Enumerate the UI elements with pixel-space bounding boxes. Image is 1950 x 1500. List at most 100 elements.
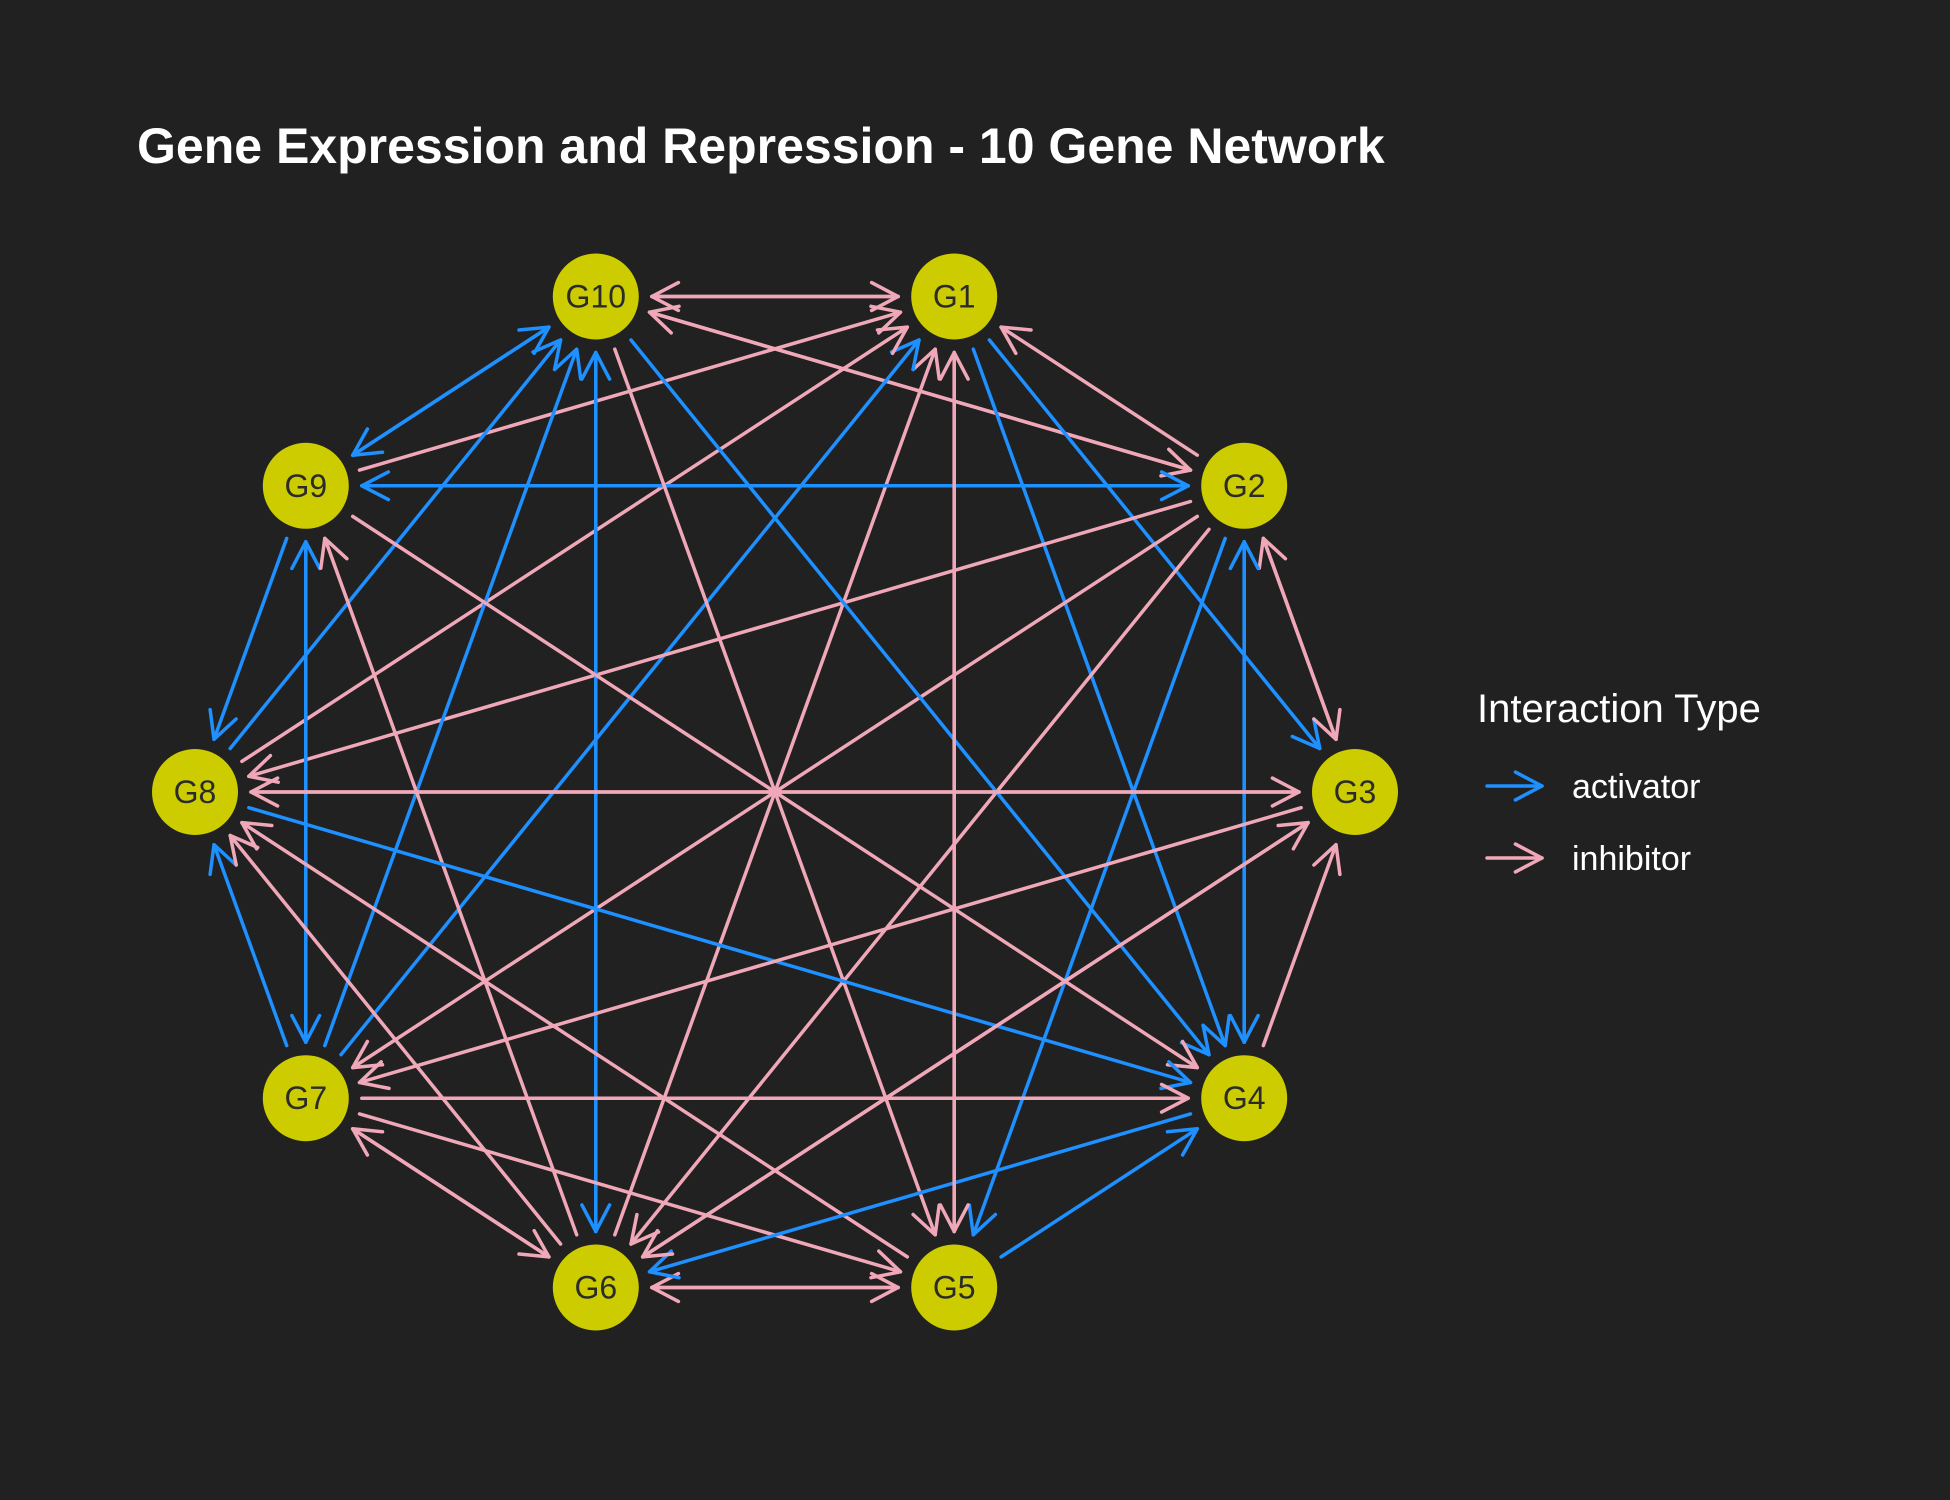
edge-line	[647, 1112, 1193, 1274]
node-label: G10	[566, 279, 626, 315]
edge-line	[1261, 536, 1338, 742]
edge-g9-to-g8-activator	[208, 536, 289, 742]
node-circle	[1312, 749, 1398, 835]
edge-line	[1261, 842, 1338, 1048]
edge-g7-to-g10-activator	[323, 347, 583, 1048]
arrowhead-icon	[350, 1039, 385, 1070]
edge-g6-to-g9-inhibitor	[319, 536, 579, 1237]
legend: Interaction Type activator inhibitor	[1477, 687, 1761, 878]
edge-g3-to-g6-inhibitor	[640, 820, 1310, 1259]
edge-g7-to-g8-activator	[208, 842, 289, 1048]
node-circle	[911, 253, 998, 340]
edges-layer	[208, 280, 1342, 1304]
edge-line	[999, 325, 1200, 457]
edge-g1-to-g5-inhibitor	[938, 350, 970, 1234]
edge-line	[350, 325, 551, 457]
node-circle	[552, 1244, 639, 1331]
arrowhead-icon	[647, 304, 681, 335]
node-g7: G7	[262, 1055, 349, 1142]
node-circle	[262, 1055, 349, 1142]
arrowhead-icon	[357, 1060, 391, 1091]
node-circle	[1201, 442, 1288, 529]
edge-g9-to-g2-activator	[360, 470, 1190, 502]
node-circle	[262, 442, 349, 529]
legend-label: activator	[1572, 768, 1701, 806]
node-label: G4	[1223, 1080, 1266, 1116]
arrowhead-icon	[1159, 1060, 1193, 1091]
edge-g5-to-g6-inhibitor	[650, 1271, 900, 1304]
edge-line	[357, 805, 1303, 1085]
arrowhead-icon	[629, 1212, 661, 1246]
edge-g6-to-g8-inhibitor	[228, 833, 563, 1246]
edge-line	[323, 536, 579, 1237]
legend-arrow-icon	[1513, 770, 1544, 802]
edge-line	[629, 338, 1211, 1057]
arrowhead-icon	[580, 350, 612, 381]
arrowhead-icon	[640, 1228, 675, 1259]
arrowhead-icon	[208, 707, 238, 742]
legend-items: activator inhibitor	[1485, 768, 1701, 878]
node-g6: G6	[552, 1244, 639, 1331]
arrowhead-icon	[647, 1249, 681, 1280]
edge-g9-to-g10-activator	[350, 325, 551, 457]
arrowhead-icon	[938, 1203, 970, 1234]
node-label: G5	[933, 1270, 976, 1306]
arrowhead-icon	[350, 1127, 385, 1157]
node-label: G2	[1223, 468, 1266, 504]
edge-g8-to-g1-inhibitor	[240, 325, 910, 764]
node-g8: G8	[152, 749, 238, 835]
arrowhead-icon	[1159, 1082, 1190, 1114]
edge-g4-to-g6-activator	[647, 1112, 1193, 1280]
arrowhead-icon	[911, 347, 941, 381]
legend-item-inhibitor: inhibitor	[1485, 840, 1691, 878]
edge-g6-to-g7-inhibitor	[350, 1127, 551, 1259]
edge-line	[999, 1127, 1200, 1259]
arrowhead-icon	[228, 833, 260, 867]
edge-line	[212, 842, 289, 1048]
edge-line	[240, 820, 910, 1259]
arrowhead-icon	[889, 338, 921, 372]
legend-title: Interaction Type	[1477, 687, 1761, 731]
arrowhead-icon	[552, 347, 583, 381]
node-g3: G3	[1312, 749, 1398, 835]
node-label: G1	[933, 279, 976, 315]
arrowhead-icon	[1201, 1014, 1231, 1048]
arrowhead-icon	[247, 753, 280, 784]
node-g2: G2	[1201, 442, 1288, 529]
arrowhead-icon	[208, 842, 238, 877]
node-label: G7	[284, 1080, 327, 1116]
edge-g8-to-g4-activator	[247, 805, 1193, 1091]
edge-g10-to-g4-activator	[629, 338, 1211, 1057]
node-circle	[1201, 1055, 1288, 1142]
edge-g5-to-g4-activator	[999, 1127, 1200, 1259]
arrowhead-icon	[967, 1203, 998, 1237]
arrowhead-icon	[1228, 540, 1260, 571]
node-g1: G1	[911, 253, 998, 340]
node-g10: G10	[552, 253, 639, 340]
edge-line	[640, 820, 1310, 1259]
edge-g1-to-g10-inhibitor	[650, 280, 900, 313]
arrowhead-icon	[1165, 1127, 1200, 1157]
arrowhead-icon	[1165, 1039, 1200, 1070]
edge-line	[212, 536, 289, 742]
legend-arrow-icon	[1513, 842, 1544, 874]
edge-line	[228, 833, 563, 1246]
edge-line	[323, 347, 579, 1048]
edge-g5-to-g8-inhibitor	[240, 820, 910, 1259]
arrowhead-icon	[999, 325, 1033, 356]
node-label: G6	[574, 1270, 617, 1306]
arrowhead-icon	[531, 338, 563, 372]
arrowhead-icon	[517, 325, 551, 356]
arrowhead-icon	[1159, 470, 1190, 502]
node-label: G3	[1334, 774, 1377, 810]
arrowhead-icon	[249, 776, 280, 808]
edge-line	[240, 325, 910, 764]
edge-line	[357, 1112, 903, 1274]
node-circle	[911, 1244, 998, 1331]
edge-g4-to-g3-inhibitor	[1261, 842, 1342, 1048]
node-g4: G4	[1201, 1055, 1288, 1142]
edge-line	[350, 1127, 551, 1259]
node-g9: G9	[262, 442, 349, 529]
arrowhead-icon	[1179, 1023, 1211, 1057]
